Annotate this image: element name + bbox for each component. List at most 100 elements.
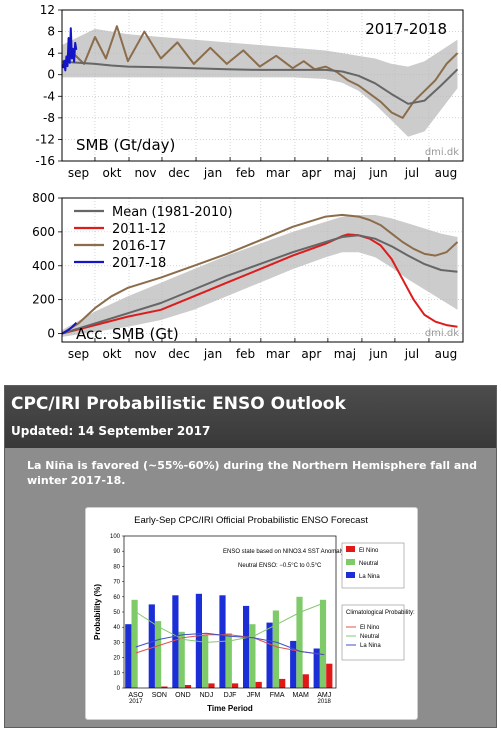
enso-title: CPC/IRI Probabilistic ENSO Outlook — [11, 394, 346, 414]
chart0-series-line — [62, 27, 78, 72]
enso-y-tick-label: 100 — [110, 534, 121, 540]
chart0-y-tick-label: -8 — [43, 111, 55, 125]
enso-climatology-series-label: Neutral — [360, 634, 379, 640]
chart1-month-label: okt — [102, 347, 121, 361]
chart0-y-tick-label: 12 — [40, 3, 55, 17]
enso-bar — [184, 685, 192, 688]
enso-bar — [266, 622, 273, 688]
enso-bar — [249, 624, 256, 688]
chart1-month-label: maj — [334, 347, 356, 361]
enso-category-year: 2017 — [129, 699, 143, 705]
enso-forecast-note: La Niña is favored (~55%-60%) during the… — [27, 459, 477, 487]
enso-y-tick-label: 0 — [117, 686, 121, 692]
enso-bar — [290, 640, 297, 688]
chart1-legend-label: 2017-18 — [112, 256, 166, 271]
chart1-month-label: aug — [435, 347, 458, 361]
chart0-ylabel: SMB (Gt/day) — [76, 136, 175, 154]
enso-category-label: DJF — [224, 692, 237, 699]
chart1-watermark: dmi.dk — [425, 328, 459, 339]
chart1-month-label: jan — [203, 347, 222, 361]
enso-legend-swatch — [346, 546, 355, 552]
enso-category-label: JFM — [247, 692, 261, 699]
enso-legend-label: El Nino — [359, 548, 379, 554]
chart1-legend-label: Mean (1981-2010) — [112, 205, 233, 220]
enso-ylabel: Probability (%) — [93, 584, 102, 640]
enso-y-tick-label: 90 — [113, 549, 120, 555]
enso-bar — [255, 681, 262, 688]
chart0-month-label: dec — [168, 166, 190, 180]
dmi-smb-figure: 12 8 4 0 -4 -8 -12 -16 sep okt nov dec jan feb mar apr m… — [32, 3, 464, 361]
enso-category-label: NDJ — [200, 692, 214, 699]
chart1-y-tick-label: 600 — [32, 225, 55, 239]
enso-header: CPC/IRI Probabilistic ENSO Outlook Updat… — [5, 386, 496, 448]
enso-bar — [155, 621, 162, 688]
chart1-plot-frame — [61, 197, 464, 343]
chart1-series-line — [61, 322, 78, 335]
chart0-y-tick-label: 4 — [47, 46, 55, 60]
enso-category-year: 2018 — [318, 699, 332, 705]
enso-bar — [225, 633, 232, 688]
chart0-month-label: sep — [68, 166, 89, 180]
chart1-month-label: apr — [301, 347, 321, 361]
enso-bar — [131, 599, 138, 688]
chart0-series-line — [61, 25, 459, 119]
chart1-ylabel: Acc. SMB (Gt) — [76, 325, 179, 343]
enso-bar — [296, 596, 303, 688]
enso-category-label: MAM — [292, 692, 309, 699]
chart0-plot-frame — [61, 9, 464, 162]
enso-bar — [243, 605, 250, 688]
enso-category-label: OND — [175, 692, 191, 699]
enso-y-tick-label: 80 — [113, 564, 120, 570]
chart0-month-label: jan — [203, 166, 222, 180]
enso-bar — [148, 604, 155, 688]
chart1-month-label: sep — [68, 347, 89, 361]
enso-y-tick-label: 70 — [113, 580, 120, 586]
chart0-y-tick-label: -16 — [35, 154, 55, 168]
enso-bar — [195, 593, 202, 688]
enso-outlook-panel: CPC/IRI Probabilistic ENSO Outlook Updat… — [4, 385, 497, 728]
chart0-y-tick-label: -12 — [35, 132, 55, 146]
chart0-month-label: aug — [435, 166, 458, 180]
enso-legend-swatch — [346, 559, 355, 565]
chart1-series-line — [61, 234, 458, 335]
enso-forecast-svg: Early-Sep CPC/IRI Official Probabilistic… — [93, 515, 415, 713]
chart0-range-band — [62, 28, 458, 137]
enso-legend-swatch — [346, 572, 355, 578]
enso-bar — [172, 595, 179, 688]
chart1-month-label: mar — [266, 347, 290, 361]
chart0-month-label: apr — [301, 166, 321, 180]
enso-bar — [279, 678, 286, 688]
enso-bar — [326, 663, 333, 688]
enso-climatology-legend-box — [341, 604, 405, 661]
chart0-month-label: nov — [134, 166, 156, 180]
enso-category-label: SON — [152, 692, 167, 699]
enso-legend-label: Neutral — [359, 561, 378, 567]
enso-legend-label: La Nina — [359, 574, 380, 580]
enso-climatology-label: Climatological Probability: — [346, 610, 415, 616]
enso-bar — [178, 631, 185, 688]
chart1-month-label: nov — [134, 347, 156, 361]
chart1-series-line — [61, 233, 458, 335]
chart1-legend-label: 2011-12 — [112, 222, 166, 237]
enso-bar — [202, 634, 209, 688]
enso-annotation-line2: Neutral ENSO: −0.5°C to 0.5°C — [238, 563, 322, 569]
enso-bar — [272, 610, 279, 688]
enso-bar — [161, 686, 168, 688]
enso-bar — [302, 674, 309, 688]
chart1-y-tick-label: 400 — [32, 259, 55, 273]
enso-y-tick-label: 30 — [113, 640, 120, 646]
chart1-month-label: jun — [368, 347, 388, 361]
enso-bar — [232, 683, 239, 688]
chart0-month-label: jun — [368, 166, 388, 180]
chart1-y-tick-label: 0 — [47, 327, 55, 341]
enso-bar — [313, 648, 320, 688]
enso-updated-date: Updated: 14 September 2017 — [11, 424, 211, 438]
chart0-month-label: maj — [334, 166, 356, 180]
chart0-title: 2017-2018 — [365, 20, 447, 38]
enso-category-label: AMJ — [317, 692, 331, 699]
chart0-y-tick-label: 0 — [47, 68, 55, 82]
enso-y-tick-label: 40 — [113, 625, 120, 631]
enso-climatology-series-label: El Nino — [360, 625, 380, 631]
chart1-series-line — [61, 213, 459, 335]
